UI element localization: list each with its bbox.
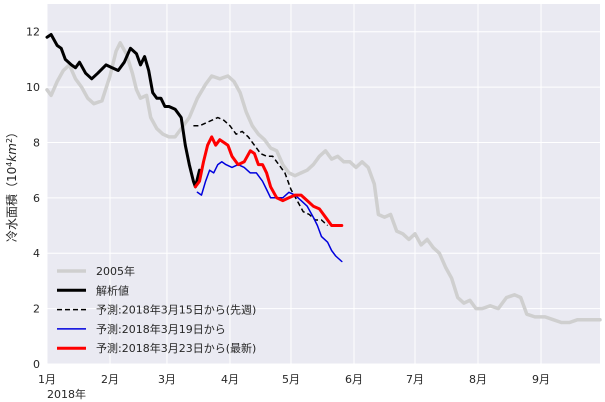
series-forecast-0323-line — [193, 135, 344, 227]
x-tick-label: 7月 — [406, 373, 424, 386]
y-tick-label: 10 — [26, 81, 40, 94]
y-axis-label-exp: 4 — [5, 162, 14, 167]
y-tick-label: 8 — [33, 136, 40, 149]
x-tick-label: 3月 — [158, 373, 176, 386]
series-analysis-line — [45, 33, 201, 189]
x-tick-label: 4月 — [221, 373, 239, 386]
y-axis-label-prefix: 冷水面積（10 — [4, 167, 19, 242]
series-forecast-0319-line — [196, 161, 343, 263]
y-tick-labels: 0 2 4 6 8 10 12 — [26, 26, 40, 371]
y-tick-label: 6 — [33, 192, 40, 205]
y-axis-label-exp2: 2 — [5, 138, 14, 143]
legend-label: 予測:2018年3月23日から(最新) — [96, 341, 256, 355]
x-tick-labels: 1月 2月 3月 4月 5月 6月 7月 8月 9月 — [38, 373, 550, 386]
y-tick-label: 2 — [33, 303, 40, 316]
y-tick-label: 0 — [33, 358, 40, 371]
x-tick-label: 9月 — [532, 373, 550, 386]
legend-label: 解析値 — [96, 283, 129, 297]
year-label: 2018年 — [47, 387, 86, 401]
legend-label: 予測:2018年3月15日から(先週) — [96, 303, 256, 317]
x-tick-label: 8月 — [469, 373, 487, 386]
x-tick-label: 2月 — [101, 373, 119, 386]
y-axis-label-suffix: ） — [5, 126, 19, 138]
x-tick-label: 6月 — [345, 373, 363, 386]
legend-label: 予測:2018年3月19日から — [96, 322, 226, 336]
y-tick-label: 4 — [33, 247, 40, 260]
grid — [46, 4, 600, 365]
legend-label: 2005年 — [96, 264, 135, 278]
x-tick-label: 1月 — [38, 373, 56, 386]
series-layer — [45, 33, 602, 325]
y-axis-label: 冷水面積（104km2） — [4, 126, 19, 242]
x-tick-label: 5月 — [282, 373, 300, 386]
series-2005-line — [45, 41, 602, 325]
y-tick-label: 12 — [26, 26, 40, 39]
y-axis-label-unit: km — [5, 143, 19, 162]
